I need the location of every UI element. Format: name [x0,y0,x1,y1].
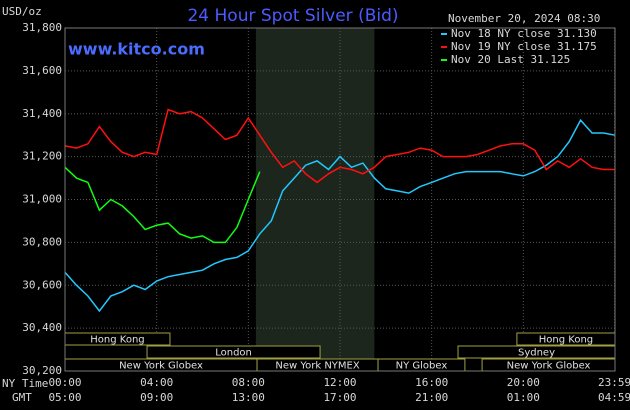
y-tick-label: 30,200 [22,364,62,377]
x-tick-label: 16:00 [415,376,448,389]
x2-tick-label: 21:00 [415,391,448,404]
x-tick-label: 12:00 [323,376,356,389]
x-tick-label: 23:59 [598,376,630,389]
session-bar [146,345,321,359]
series-line [64,108,615,184]
y-tick-label: 31,200 [22,150,62,163]
session-label: New York NYMEX [275,361,360,372]
session-label: London [215,348,252,359]
session-label: Hong Kong [90,335,144,346]
x-axis-label: NY Time [2,377,48,390]
x2-tick-label: 04:59 [598,391,630,404]
legend-label: Nov 18 NY close 31.130 [451,27,597,40]
y-tick-label: 30,400 [22,321,62,334]
x2-tick-label: 17:00 [323,391,356,404]
x-tick-label: 04:00 [140,376,173,389]
timestamp: November 20, 2024 08:30 [448,12,600,25]
session-label: Sydney [518,348,555,359]
session-label: NY Globex [396,361,448,372]
watermark: www.kitco.com [68,40,205,59]
y-tick-label: 30,800 [22,235,62,248]
legend-label: Nov 20 Last 31.125 [451,53,570,66]
y-tick-label: 31,600 [22,64,62,77]
y-tick-label: 30,600 [22,278,62,291]
x2-tick-label: 13:00 [232,391,265,404]
series-line [64,118,616,313]
y-axis-label: USD/oz [2,5,42,18]
x2-tick-label: 01:00 [507,391,540,404]
x2-tick-label: 05:00 [48,391,81,404]
y-tick-label: 31,400 [22,107,62,120]
session-label: New York Globex [119,361,203,372]
x2-axis-label: GMT [12,391,32,404]
series-line [64,166,261,244]
background-layer [64,27,616,372]
chart-title: 24 Hour Spot Silver (Bid) [187,6,398,26]
x-tick-label: 00:00 [48,376,81,389]
y-tick-label: 31,800 [22,21,62,34]
session-label: New York Globex [507,361,591,372]
x-tick-label: 20:00 [507,376,540,389]
x-tick-label: 08:00 [232,376,265,389]
plot-frame [64,27,616,372]
legend-label: Nov 19 NY close 31.175 [451,40,597,53]
session-label: Hong Kong [539,335,593,346]
x2-tick-label: 09:00 [140,391,173,404]
y-tick-label: 31,000 [22,193,62,206]
